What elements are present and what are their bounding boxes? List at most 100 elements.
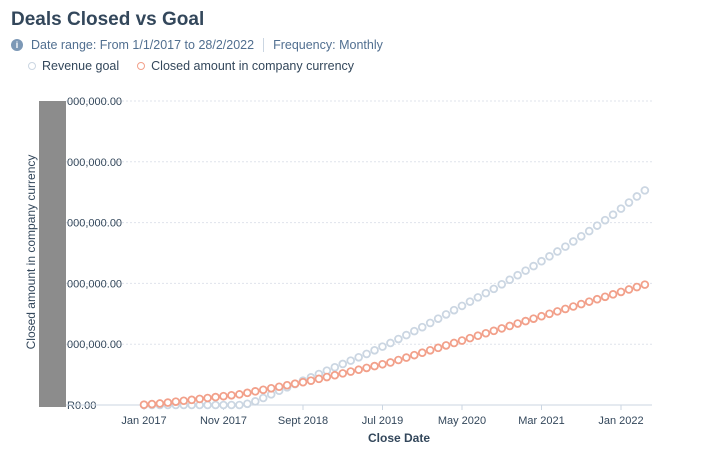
revenue-goal-point <box>425 318 435 328</box>
closed-amount-point <box>322 372 332 382</box>
closed-amount-point <box>258 385 268 395</box>
y-tick-label: 000,000.00 <box>67 278 122 290</box>
closed-amount-point <box>290 379 300 389</box>
y-axis-title: Closed amount in company currency <box>24 155 38 350</box>
y-tick-label: R0.00 <box>67 400 96 412</box>
revenue-goal-point <box>545 252 554 261</box>
closed-amount-point <box>211 392 220 402</box>
closed-amount-point <box>346 367 356 376</box>
revenue-goal-point <box>378 342 387 351</box>
closed-amount-point <box>251 387 260 396</box>
closed-amount-point <box>179 396 189 406</box>
closed-amount-point <box>513 319 522 328</box>
closed-amount-point <box>409 350 419 360</box>
closed-amount-point <box>553 307 562 316</box>
revenue-goal-point <box>513 270 522 280</box>
y-axis-mask <box>39 101 66 407</box>
revenue-goal-point <box>243 399 252 409</box>
revenue-goal-point <box>258 393 268 403</box>
x-tick-label: May 2020 <box>438 415 486 427</box>
closed-amount-point <box>433 343 443 353</box>
closed-amount-point <box>155 399 165 408</box>
revenue-goal-point <box>211 400 220 410</box>
closed-amount-point <box>306 376 316 385</box>
closed-amount-point <box>584 297 594 306</box>
legend-label-revenue-goal: Revenue goal <box>42 59 120 73</box>
revenue-goal-point <box>537 256 546 266</box>
closed-amount-point <box>505 321 515 331</box>
closed-amount-point <box>187 395 197 405</box>
closed-amount-point <box>576 299 586 309</box>
closed-amount-point <box>545 309 554 319</box>
revenue-goal-point <box>584 226 594 236</box>
revenue-goal-point <box>497 280 507 289</box>
closed-amount-point <box>521 316 530 326</box>
revenue-goal-point <box>441 310 451 319</box>
revenue-goal-point <box>616 204 626 213</box>
closed-amount-point <box>171 397 181 406</box>
revenue-goal-point <box>251 397 260 406</box>
revenue-goal-point <box>481 288 491 298</box>
chart-title: Deals Closed vs Goal <box>11 9 205 30</box>
closed-amount-point <box>640 280 650 289</box>
revenue-goal-point <box>505 275 515 285</box>
revenue-goal-point <box>402 330 411 340</box>
revenue-goal-point <box>489 284 499 294</box>
x-tick-label: Nov 2017 <box>200 415 247 427</box>
y-tick-label: 000,000.00 <box>67 218 122 230</box>
closed-amount-point <box>195 394 204 404</box>
closed-amount-point <box>568 302 578 311</box>
revenue-goal-point <box>457 301 467 311</box>
closed-amount-point <box>338 369 348 378</box>
closed-amount-point <box>600 292 610 302</box>
date-range-label: Date range: From 1/1/2017 to 28/2/2022 <box>31 38 255 52</box>
closed-amount-point <box>457 336 467 345</box>
closed-amount-point <box>219 391 228 401</box>
revenue-goal-point <box>568 237 578 246</box>
revenue-goal-point <box>465 297 475 306</box>
revenue-goal-point <box>433 314 443 323</box>
closed-amount-point <box>386 358 395 367</box>
x-tick-label: Jan 2022 <box>598 415 643 427</box>
revenue-goal-point <box>632 192 642 201</box>
closed-amount-point <box>481 328 491 338</box>
y-tick-label: 000,000.00 <box>67 157 122 169</box>
revenue-goal-point <box>354 352 363 362</box>
legend-marker-revenue-goal <box>28 62 36 70</box>
closed-amount-point <box>266 383 276 393</box>
revenue-goal-point <box>227 400 236 410</box>
closed-amount-point <box>632 282 642 292</box>
revenue-goal-point <box>624 198 634 207</box>
closed-amount-point <box>203 393 212 403</box>
legend-item-closed-amount[interactable]: Closed amount in company currency <box>137 59 354 73</box>
closed-amount-point <box>139 400 149 409</box>
closed-amount-point <box>537 311 546 321</box>
revenue-goal-point <box>553 247 562 256</box>
revenue-goal-point <box>473 293 483 302</box>
revenue-goal-point <box>386 338 395 348</box>
closed-amount-point <box>354 365 363 375</box>
closed-amount-point <box>282 380 292 390</box>
closed-amount-point <box>394 355 403 365</box>
x-tick-label: Mar 2021 <box>518 415 564 427</box>
revenue-goal-point <box>338 359 348 369</box>
closed-amount-point <box>163 398 173 407</box>
revenue-goal-point <box>640 186 650 195</box>
revenue-goal-point <box>219 400 228 410</box>
meta-divider <box>263 38 265 52</box>
revenue-goal-point <box>592 221 602 230</box>
revenue-goal-point <box>521 266 530 275</box>
revenue-goal-point <box>561 242 570 251</box>
x-tick-label: Jul 2019 <box>362 415 404 427</box>
closed-amount-point <box>298 377 308 387</box>
closed-amount-point <box>624 285 634 294</box>
closed-amount-point <box>441 341 451 350</box>
closed-amount-point <box>274 382 284 392</box>
legend-item-revenue-goal[interactable]: Revenue goal <box>28 59 119 73</box>
x-tick-label: Jan 2017 <box>121 415 166 427</box>
info-icon[interactable]: i <box>11 39 23 51</box>
legend-marker-closed-amount <box>137 62 146 70</box>
closed-amount-point <box>314 374 324 384</box>
revenue-goal-point <box>362 349 371 359</box>
